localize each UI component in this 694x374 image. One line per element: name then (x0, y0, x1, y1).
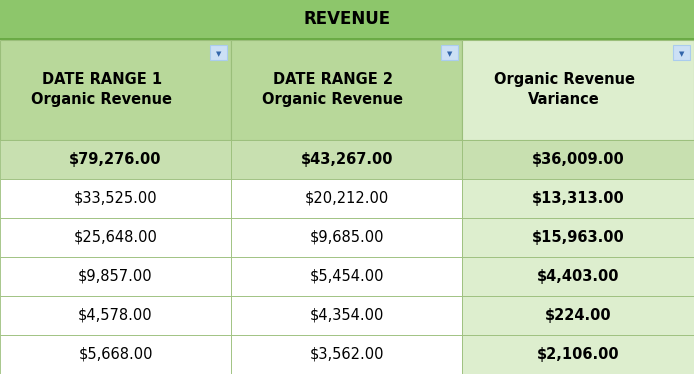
Bar (0, 140, 231, 179)
Bar (231, 296, 462, 335)
Text: $2,106.00: $2,106.00 (536, 347, 620, 362)
Text: $25,648.00: $25,648.00 (74, 230, 158, 245)
Text: $20,212.00: $20,212.00 (305, 191, 389, 206)
Text: $9,857.00: $9,857.00 (78, 269, 153, 284)
Bar (0, 38, 694, 40)
Text: $15,963.00: $15,963.00 (532, 230, 625, 245)
Bar (231, 179, 462, 218)
Bar (231, 218, 462, 257)
Text: ▼: ▼ (679, 51, 684, 57)
Bar (462, 257, 694, 296)
Text: DATE RANGE 2
Organic Revenue: DATE RANGE 2 Organic Revenue (262, 73, 403, 107)
Bar (462, 179, 694, 218)
Text: $3,562.00: $3,562.00 (310, 347, 384, 362)
Text: $4,578.00: $4,578.00 (78, 308, 153, 323)
Text: ▼: ▼ (447, 51, 452, 57)
Bar (0, 218, 231, 257)
Bar (673, 45, 690, 61)
Bar (0, 335, 231, 374)
Bar (462, 218, 694, 257)
Text: $5,454.00: $5,454.00 (310, 269, 384, 284)
Bar (231, 335, 462, 374)
Bar (441, 45, 458, 61)
Bar (462, 296, 694, 335)
Bar (0, 40, 231, 140)
Text: ▼: ▼ (216, 51, 221, 57)
Bar (231, 40, 462, 140)
Text: $224.00: $224.00 (545, 308, 611, 323)
Text: $4,403.00: $4,403.00 (537, 269, 619, 284)
Text: $43,267.00: $43,267.00 (301, 152, 393, 167)
Text: $79,276.00: $79,276.00 (69, 152, 162, 167)
Bar (231, 257, 462, 296)
Bar (0, 296, 231, 335)
Text: $4,354.00: $4,354.00 (310, 308, 384, 323)
Text: $33,525.00: $33,525.00 (74, 191, 158, 206)
Text: REVENUE: REVENUE (303, 10, 391, 28)
Text: $36,009.00: $36,009.00 (532, 152, 625, 167)
Text: $9,685.00: $9,685.00 (310, 230, 384, 245)
Bar (231, 140, 462, 179)
Text: DATE RANGE 1
Organic Revenue: DATE RANGE 1 Organic Revenue (31, 73, 172, 107)
Text: Organic Revenue
Variance: Organic Revenue Variance (493, 73, 635, 107)
Bar (462, 335, 694, 374)
Bar (462, 140, 694, 179)
Bar (0, 257, 231, 296)
Bar (0, 179, 231, 218)
Bar (462, 40, 694, 140)
Bar (210, 45, 227, 61)
Text: $5,668.00: $5,668.00 (78, 347, 153, 362)
Text: $13,313.00: $13,313.00 (532, 191, 625, 206)
Bar (0, 0, 694, 38)
